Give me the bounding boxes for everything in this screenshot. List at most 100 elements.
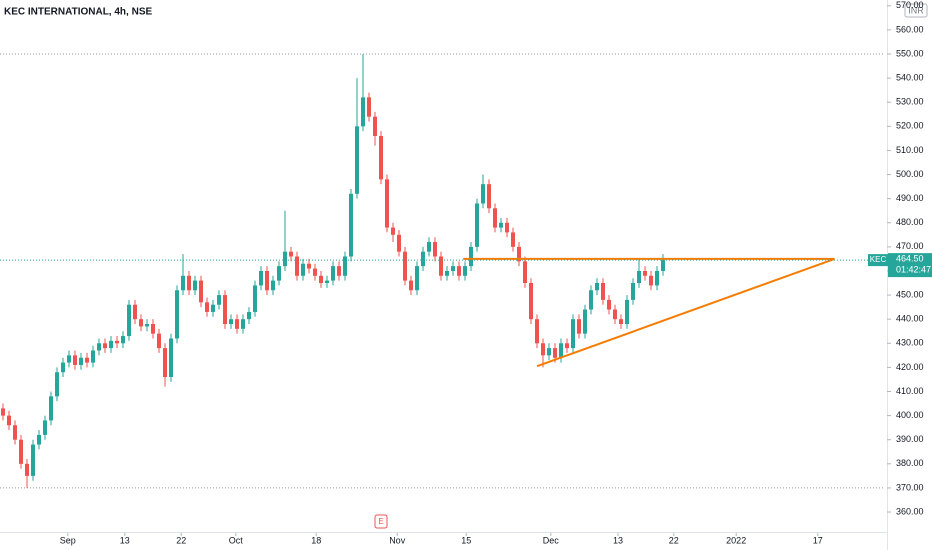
candle-body xyxy=(421,251,425,267)
candle-body xyxy=(127,304,131,337)
y-tick-label: 450.00 xyxy=(896,289,924,299)
candle-body xyxy=(535,319,539,344)
candle-body xyxy=(457,266,461,276)
candle-body xyxy=(319,275,323,284)
candle-body xyxy=(217,295,221,305)
y-tick-label: 400.00 xyxy=(896,410,924,420)
candle-body xyxy=(175,290,179,339)
candle-body xyxy=(403,251,407,281)
countdown-label: 01:42:47 xyxy=(896,264,931,274)
candle-body xyxy=(211,304,215,312)
y-tick-label: 550.00 xyxy=(896,48,924,58)
candle-body xyxy=(409,280,413,291)
y-tick-label: 570.00 xyxy=(896,0,924,10)
candle-body xyxy=(529,283,533,320)
candle-body xyxy=(235,319,239,329)
candle-body xyxy=(1,408,5,416)
candle-body xyxy=(493,208,497,228)
trend-line xyxy=(536,257,835,368)
candle-body xyxy=(109,340,113,349)
y-tick-label: 520.00 xyxy=(896,121,924,131)
candle-body xyxy=(343,256,347,276)
candle-body xyxy=(187,275,191,291)
candle-body xyxy=(91,350,95,363)
y-tick-label: 470.00 xyxy=(896,241,924,251)
candle-body xyxy=(451,266,455,271)
x-tick-label: Nov xyxy=(389,535,406,545)
candle-body xyxy=(463,266,467,276)
candle-body xyxy=(325,280,329,284)
candle-body xyxy=(253,285,257,312)
candle-body xyxy=(499,222,503,228)
candle-body xyxy=(97,343,101,351)
candle-body xyxy=(625,299,629,324)
candle-body xyxy=(559,343,563,358)
candle-body xyxy=(313,268,317,276)
candle-body xyxy=(133,304,137,320)
candle-body xyxy=(31,444,35,476)
candle-body xyxy=(19,439,23,464)
candle-body xyxy=(61,362,65,373)
x-tick-label: 15 xyxy=(461,535,471,545)
candle-body xyxy=(613,309,617,320)
y-tick-label: 390.00 xyxy=(896,434,924,444)
candle-body xyxy=(547,348,551,356)
candle-body xyxy=(7,415,11,426)
x-tick-label: Sep xyxy=(60,535,76,545)
candle-body xyxy=(157,333,161,349)
candle-body xyxy=(163,348,167,378)
candle-body xyxy=(73,355,77,365)
candle-body xyxy=(265,270,269,291)
event-label: E xyxy=(378,517,383,526)
candle-body xyxy=(487,184,491,209)
y-tick-label: 430.00 xyxy=(896,338,924,348)
candle-body xyxy=(385,179,389,228)
candle-body xyxy=(511,232,515,247)
candle-body xyxy=(55,372,59,397)
candle-body xyxy=(631,283,635,300)
candle-body xyxy=(619,319,623,324)
candle-body xyxy=(361,97,365,127)
x-tick-label: 13 xyxy=(120,535,130,545)
candle-body xyxy=(655,270,659,286)
candle-body xyxy=(193,280,197,291)
candle-body xyxy=(205,302,209,312)
candle-body xyxy=(271,280,275,291)
candle-body xyxy=(79,357,83,365)
candle-body xyxy=(25,463,29,476)
candle-body xyxy=(181,275,185,291)
x-tick-label: 17 xyxy=(813,535,823,545)
y-tick-label: 510.00 xyxy=(896,145,924,155)
x-tick-label: 13 xyxy=(613,535,623,545)
x-tick-label: 2022 xyxy=(726,535,746,545)
event-marker[interactable] xyxy=(374,514,388,529)
candle-body xyxy=(445,270,449,276)
candle-body xyxy=(661,260,665,271)
candle-body xyxy=(169,338,173,378)
candle-body xyxy=(247,311,251,320)
currency-box[interactable] xyxy=(904,3,928,18)
candle-body xyxy=(427,242,431,252)
candle-body xyxy=(475,203,479,247)
x-tick-label: 22 xyxy=(176,535,186,545)
y-tick-label: 490.00 xyxy=(896,193,924,203)
candle-body xyxy=(649,275,653,286)
candle-body xyxy=(223,295,227,324)
candle-body xyxy=(115,340,119,344)
candle-body xyxy=(505,222,509,233)
candle-body xyxy=(589,290,593,310)
candle-body xyxy=(565,343,569,349)
candle-body xyxy=(13,425,17,440)
y-tick-label: 380.00 xyxy=(896,458,924,468)
candle-body xyxy=(553,348,557,358)
candle-body xyxy=(151,324,155,334)
x-tick-label: Oct xyxy=(229,535,244,545)
candle-body xyxy=(481,184,485,204)
candle-body xyxy=(523,261,527,284)
candle-body xyxy=(199,280,203,303)
y-tick-label: 540.00 xyxy=(896,72,924,82)
candle-body xyxy=(139,319,143,327)
candle-body xyxy=(517,246,521,262)
candle-body xyxy=(229,319,233,324)
